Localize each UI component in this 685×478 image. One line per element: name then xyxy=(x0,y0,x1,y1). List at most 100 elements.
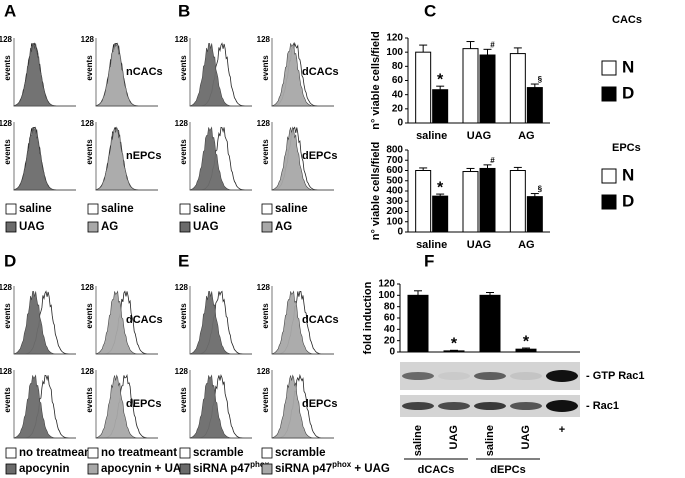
ymax-label: 128 xyxy=(0,367,13,376)
y-tick-label: 600 xyxy=(386,165,403,176)
legend-swatch xyxy=(601,86,617,102)
group-label: dCACs xyxy=(418,464,455,476)
blot-band xyxy=(510,402,542,410)
legend-label: saline xyxy=(193,203,226,215)
legend-label: D xyxy=(622,191,634,210)
row-label: dCACs xyxy=(302,314,339,326)
y-label: events xyxy=(85,303,94,329)
band-label: - GTP Rac1 xyxy=(586,370,645,382)
legend-text: saline xyxy=(275,203,308,215)
histogram-axes xyxy=(271,370,334,439)
histogram-fill xyxy=(13,126,76,191)
lane-label: UAG xyxy=(520,425,532,449)
annotation: # xyxy=(490,156,495,165)
bar xyxy=(407,294,429,353)
chart-title: CACs xyxy=(612,14,642,26)
y-tick-label: 800 xyxy=(386,145,403,156)
legend-text: UAG xyxy=(19,221,45,233)
legend-label: D xyxy=(622,83,634,102)
y-tick-label: 500 xyxy=(386,175,403,186)
histogram-axes xyxy=(95,122,158,191)
legend-swatch xyxy=(261,221,273,233)
histogram-axes xyxy=(95,38,158,107)
y-label: events xyxy=(3,387,12,413)
legend-text: saline xyxy=(19,203,52,215)
y-axis-label: n° viable cells/field xyxy=(370,31,382,130)
ymax-label: 128 xyxy=(81,35,95,44)
ymax-label: 128 xyxy=(0,119,13,128)
bar xyxy=(415,170,432,233)
histogram-axes xyxy=(189,122,252,191)
x-tick-label: saline xyxy=(416,239,447,251)
panel-letter: B xyxy=(178,1,190,20)
legend-label: N xyxy=(622,165,634,184)
blot-band xyxy=(402,372,434,380)
bar xyxy=(432,89,449,124)
histogram-axes xyxy=(271,286,334,355)
legend-label: saline xyxy=(275,203,308,215)
bar xyxy=(432,195,449,233)
y-tick-label: 400 xyxy=(386,186,403,197)
blot-band xyxy=(546,400,578,412)
annotation: § xyxy=(538,75,543,84)
annotation: * xyxy=(523,333,530,350)
bar xyxy=(479,167,496,233)
histogram-axes xyxy=(95,286,158,355)
legend-label: no treatmeant xyxy=(19,447,95,459)
band-label: - Rac1 xyxy=(586,400,619,412)
y-tick-label: 0 xyxy=(397,118,403,129)
row-label: dCACs xyxy=(302,66,339,78)
lane-label: saline xyxy=(484,425,496,456)
bar xyxy=(479,54,496,124)
lane-label: saline xyxy=(412,425,424,456)
y-label: events xyxy=(179,387,188,413)
legend-label: AG xyxy=(275,221,292,233)
y-label: events xyxy=(3,55,12,81)
y-tick-label: 0 xyxy=(389,347,395,358)
bar xyxy=(415,51,432,124)
legend-swatch xyxy=(87,447,99,459)
y-tick-label: 20 xyxy=(384,335,396,346)
legend-swatch xyxy=(261,203,273,215)
row-label: dEPCs xyxy=(302,398,337,410)
x-tick-label: AG xyxy=(518,130,535,142)
legend-label: no treatmeant xyxy=(101,447,177,459)
legend-swatch xyxy=(261,463,273,475)
bar xyxy=(462,171,479,233)
legend-text: AG xyxy=(101,221,118,233)
row-label: dEPCs xyxy=(302,150,337,162)
legend-text: saline xyxy=(193,203,226,215)
legend-text: apocynin xyxy=(19,463,69,475)
legend-swatch xyxy=(5,463,17,475)
legend-suffix: + UAG xyxy=(351,463,390,475)
blot-band xyxy=(438,372,470,380)
legend-text: no treatmeant xyxy=(19,447,95,459)
row-label: dCACs xyxy=(126,314,163,326)
legend-sup: phox xyxy=(250,460,270,469)
chart-title: EPCs xyxy=(612,142,641,154)
legend-label: apocynin xyxy=(19,463,69,475)
legend-text: siRNA p47 xyxy=(275,463,332,475)
y-label: events xyxy=(85,387,94,413)
histogram-axes xyxy=(13,370,76,439)
y-label: events xyxy=(261,303,270,329)
y-tick-label: 100 xyxy=(386,47,403,58)
legend-label: scramble xyxy=(193,447,244,459)
y-label: events xyxy=(179,303,188,329)
legend-label: siRNA p47phox xyxy=(193,460,270,475)
y-tick-label: 80 xyxy=(384,301,396,312)
panel-letter: E xyxy=(178,251,189,270)
histogram-axes xyxy=(189,286,252,355)
ymax-label: 128 xyxy=(175,367,189,376)
y-label: events xyxy=(3,139,12,165)
row-label: nEPCs xyxy=(126,150,161,162)
y-label: events xyxy=(179,55,188,81)
legend-text: scramble xyxy=(275,447,326,459)
bar xyxy=(526,196,543,233)
legend-label: saline xyxy=(101,203,134,215)
y-label: events xyxy=(85,139,94,165)
y-label: events xyxy=(85,55,94,81)
bar xyxy=(515,348,537,353)
legend-text: saline xyxy=(101,203,134,215)
group-label: dEPCs xyxy=(490,464,525,476)
